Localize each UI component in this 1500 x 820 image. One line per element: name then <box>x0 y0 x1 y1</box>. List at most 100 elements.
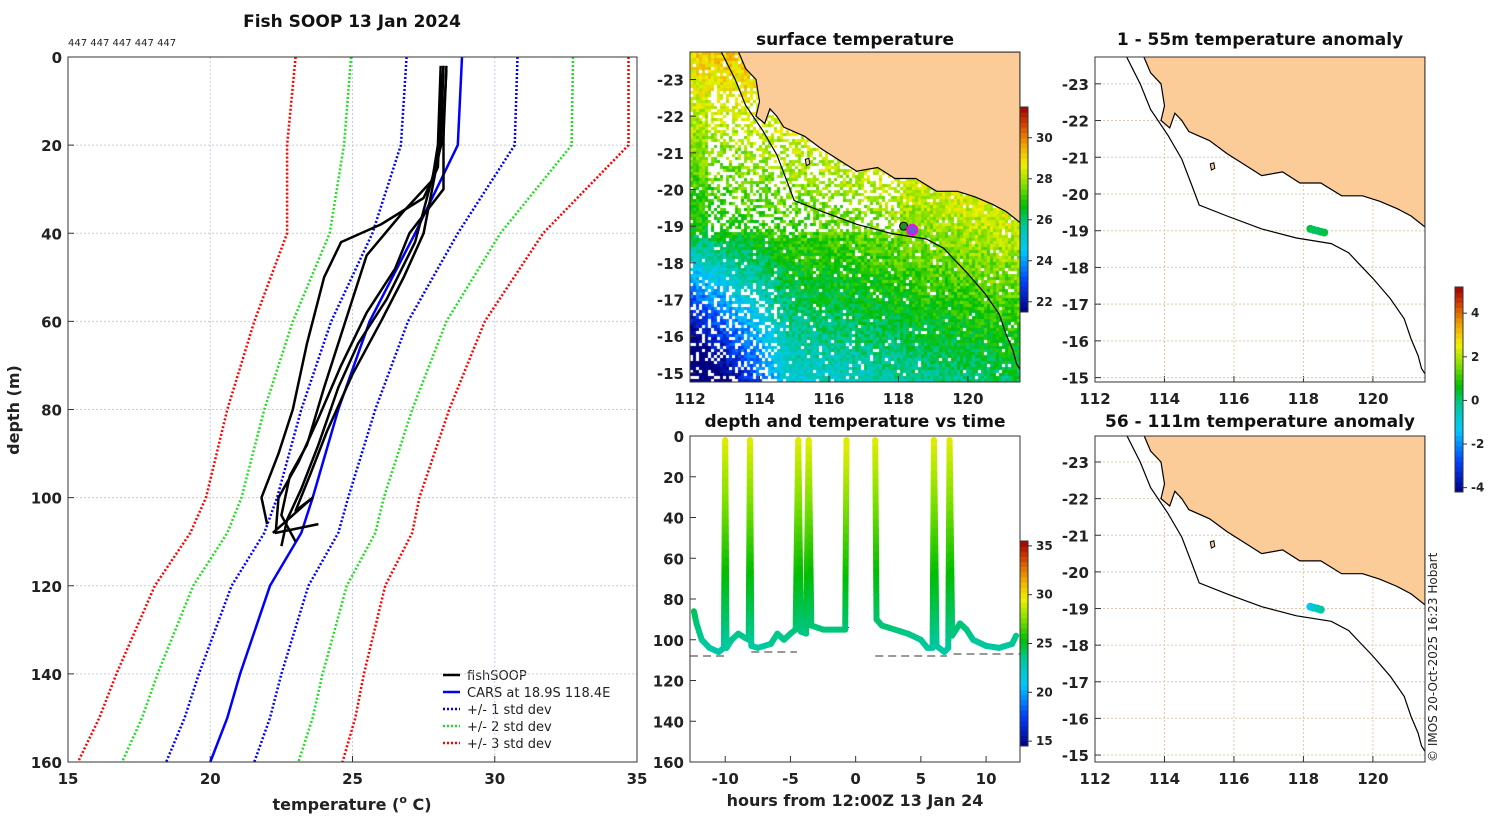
time-colorbar-swatch <box>1020 623 1028 629</box>
anomaly-colorbar-swatch <box>1455 307 1463 314</box>
anomaly-colorbar-swatch <box>1455 445 1463 452</box>
anomaly-2-title: 56 - 111m temperature anomaly <box>1105 412 1415 432</box>
y-tick-label: -19 <box>1062 223 1089 241</box>
time-colorbar-swatch <box>1020 561 1028 568</box>
sst-colorbar-swatch <box>1020 255 1028 262</box>
anomaly-colorbar-swatch <box>1455 451 1463 457</box>
legend-fishsoop: fishSOOP <box>467 669 527 684</box>
anomaly-colorbar-swatch <box>1455 404 1463 411</box>
sst-colorbar-swatch <box>1020 240 1028 246</box>
x-tick-label: 114 <box>1149 770 1180 788</box>
sst-colorbar-swatch <box>1020 173 1028 180</box>
anomaly-colorbar-swatch <box>1455 322 1463 329</box>
time-colorbar-tick-label: 20 <box>1036 685 1053 699</box>
sst-colorbar-swatch <box>1020 245 1028 251</box>
sst-colorbar-swatch <box>1020 122 1028 128</box>
location-marker <box>906 223 919 236</box>
anomaly-colorbar-swatch <box>1455 456 1463 462</box>
axes-frame <box>1094 435 1426 763</box>
x-tick-label: 114 <box>1149 390 1180 408</box>
anomaly-colorbar-swatch <box>1455 394 1463 401</box>
x-tick-label: 118 <box>1288 770 1319 788</box>
y-tick-label: 60 <box>41 313 62 331</box>
anomaly-colorbar-swatch <box>1455 292 1463 298</box>
std-2-line <box>120 56 353 763</box>
xlabel-sup: o <box>399 793 407 806</box>
time-colorbar-swatch <box>1020 679 1028 685</box>
anomaly-colorbar-tick-label: -2 <box>1471 437 1484 451</box>
profile-xlabel: temperature (o C) <box>272 793 431 814</box>
sst-colorbar-swatch <box>1020 178 1028 185</box>
y-tick-label: -23 <box>657 72 684 90</box>
anomaly-point <box>1320 228 1329 237</box>
sst-colorbar-swatch <box>1020 219 1028 226</box>
sst-colorbar-swatch <box>1020 158 1028 164</box>
sst-colorbar-swatch <box>1020 260 1028 267</box>
std-1-line <box>253 56 519 763</box>
temperature-trace <box>1009 632 1020 647</box>
std-1-line <box>165 56 408 763</box>
y-tick-label: -22 <box>1062 491 1089 509</box>
y-tick-label: 40 <box>41 225 62 243</box>
y-tick-label: -18 <box>1062 637 1089 655</box>
profile-ids: 447 447 447 447 447 <box>68 38 176 49</box>
sst-colorbar-swatch <box>1020 276 1028 282</box>
sst-colorbar-tick-label: 22 <box>1036 295 1053 309</box>
anomaly-colorbar-swatch <box>1455 410 1463 416</box>
x-tick-label: 20 <box>200 770 221 788</box>
sst-colorbar-swatch <box>1020 189 1028 195</box>
y-tick-label: -16 <box>657 328 684 346</box>
y-tick-label: -20 <box>1062 564 1089 582</box>
y-tick-label: -16 <box>1062 333 1089 351</box>
x-tick-label: 5 <box>916 770 926 788</box>
fishsoop-profile <box>274 70 448 535</box>
y-tick-label: -15 <box>1062 747 1089 765</box>
legend-std3: +/- 3 std dev <box>467 737 552 752</box>
y-tick-label: 100 <box>31 490 62 508</box>
time-colorbar-swatch <box>1020 710 1028 716</box>
anomaly-colorbar-swatch <box>1455 353 1463 360</box>
y-tick-label: 100 <box>653 632 684 650</box>
legend-cars: CARS at 18.9S 118.4E <box>467 686 610 701</box>
isobath-line <box>720 52 1020 370</box>
anomaly-colorbar-swatch <box>1455 369 1463 375</box>
time-colorbar-swatch <box>1020 582 1028 588</box>
anomaly-colorbar-swatch <box>1455 471 1463 478</box>
time-colorbar-swatch <box>1020 571 1028 578</box>
time-colorbar-swatch <box>1020 566 1028 573</box>
fishsoop-profile <box>271 65 445 534</box>
time-colorbar-swatch <box>1020 617 1028 624</box>
sst-colorbar-swatch <box>1020 291 1028 298</box>
time-colorbar-swatch <box>1020 638 1028 644</box>
anomaly-point <box>1316 605 1325 614</box>
time-colorbar-swatch <box>1020 735 1028 742</box>
anomaly-colorbar-swatch <box>1455 389 1463 396</box>
island <box>1209 162 1216 171</box>
anomaly-colorbar-swatch <box>1455 348 1463 355</box>
legend-std1: +/- 1 std dev <box>467 703 552 718</box>
sst-colorbar-swatch <box>1020 112 1028 118</box>
y-tick-label: 60 <box>663 550 684 568</box>
x-tick-label: -10 <box>712 770 739 788</box>
anomaly-colorbar-swatch <box>1455 302 1463 308</box>
x-tick-label: 120 <box>1357 770 1388 788</box>
y-tick-label: 120 <box>31 578 62 596</box>
land <box>1143 436 1425 606</box>
anomaly-colorbar-swatch <box>1455 363 1463 370</box>
y-tick-label: -19 <box>1062 601 1089 619</box>
time-colorbar-swatch <box>1020 689 1028 696</box>
sst-colorbar-swatch <box>1020 271 1028 277</box>
anomaly-colorbar-tick-label: -4 <box>1471 481 1484 495</box>
axes-frame <box>1094 56 1426 383</box>
y-tick-label: -20 <box>657 182 684 200</box>
anomaly-colorbar-swatch <box>1455 476 1463 483</box>
time-colorbar-swatch <box>1020 664 1028 670</box>
sst-colorbar-swatch <box>1020 214 1028 221</box>
legend: fishSOOP CARS at 18.9S 118.4E +/- 1 std … <box>467 669 610 752</box>
x-tick-label: 116 <box>1218 390 1249 408</box>
anomaly-colorbar-swatch <box>1455 379 1463 385</box>
x-tick-label: -5 <box>782 770 799 788</box>
y-tick-label: 0 <box>52 49 62 67</box>
anomaly-colorbar-swatch <box>1455 343 1463 349</box>
